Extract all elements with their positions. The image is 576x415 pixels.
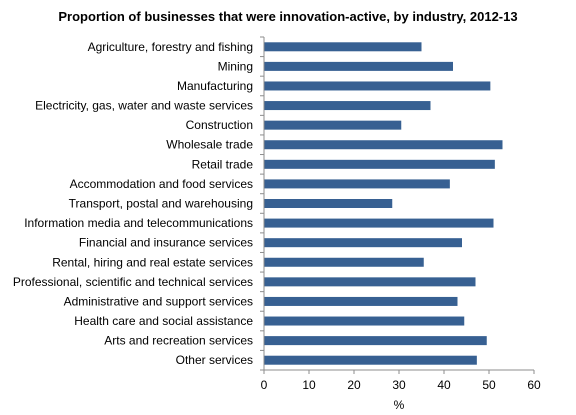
bar xyxy=(264,199,393,208)
x-tick-label: 50 xyxy=(482,378,496,392)
bar xyxy=(264,355,477,365)
axes-layer: 0 10 20 30 40 50 60 xyxy=(260,36,541,392)
category-label: Rental, hiring and real estate services xyxy=(52,255,253,269)
bar xyxy=(264,81,491,91)
category-label: Information media and telecommunications xyxy=(24,216,253,230)
category-label: Agriculture, forestry and fishing xyxy=(88,40,253,54)
category-label: Transport, postal and warehousing xyxy=(69,197,253,211)
x-tick-label: 60 xyxy=(527,378,541,392)
bar xyxy=(264,159,495,169)
category-label: Other services xyxy=(176,353,253,367)
bar xyxy=(264,336,487,346)
x-tick-label: 10 xyxy=(302,378,316,392)
bar xyxy=(264,238,462,248)
category-label: Construction xyxy=(186,118,253,132)
x-tick-label: 30 xyxy=(392,378,406,392)
x-axis-title: % xyxy=(394,398,405,412)
bar xyxy=(264,218,494,228)
bar xyxy=(264,61,453,71)
bar xyxy=(264,316,465,326)
bar xyxy=(264,140,503,150)
bar xyxy=(264,277,476,287)
chart-title: Proportion of businesses that were innov… xyxy=(58,9,517,24)
category-label: Health care and social assistance xyxy=(74,314,253,328)
category-label: Manufacturing xyxy=(177,79,253,93)
category-label: Professional, scientific and technical s… xyxy=(13,275,253,289)
bar xyxy=(264,296,458,306)
category-label: Financial and insurance services xyxy=(79,236,253,250)
bars-layer xyxy=(264,42,503,365)
bar xyxy=(264,42,422,52)
bar xyxy=(264,101,431,111)
x-tick-label: 40 xyxy=(437,378,451,392)
category-label: Arts and recreation services xyxy=(104,334,253,348)
category-label: Mining xyxy=(218,59,253,73)
bar xyxy=(264,179,450,189)
category-label: Electricity, gas, water and waste servic… xyxy=(35,99,253,113)
bar xyxy=(264,257,424,267)
category-label: Administrative and support services xyxy=(64,294,253,308)
category-label: Retail trade xyxy=(192,157,254,171)
category-labels-layer: Agriculture, forestry and fishing Mining M… xyxy=(13,40,253,367)
category-label: Wholesale trade xyxy=(166,138,253,152)
category-label: Accommodation and food services xyxy=(70,177,253,191)
x-tick-label: 20 xyxy=(347,378,361,392)
bar xyxy=(264,120,402,130)
x-tick-label: 0 xyxy=(261,378,268,392)
